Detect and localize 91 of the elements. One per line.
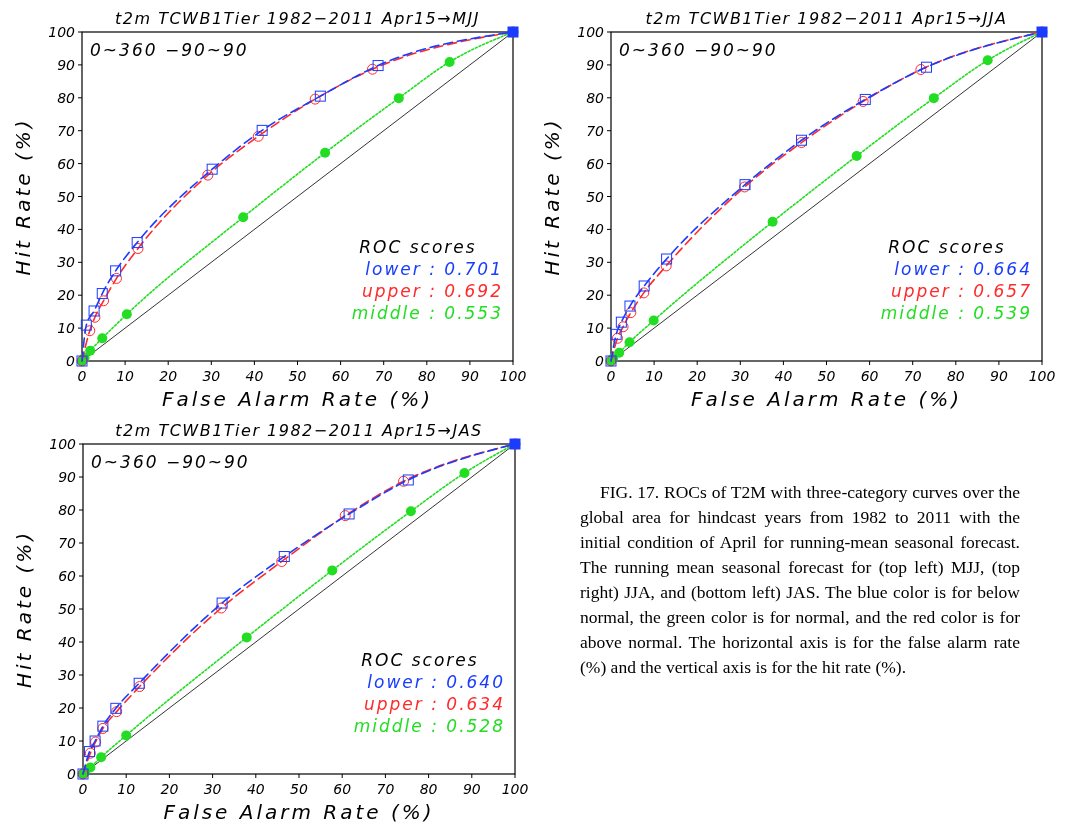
y-tick-label: 40 [586,221,605,238]
y-tick-label: 40 [57,221,76,238]
annotation: 0~360 −90~90 [90,40,249,60]
y-tick-label: 30 [58,667,77,683]
x-tick-label: 60 [331,368,350,384]
x-tick-label: 20 [159,368,178,384]
text: middle : 0.553 [351,303,503,323]
text: upper : 0.634 [363,694,505,714]
y-tick-label: 40 [58,634,77,650]
x-axis-title: False Alarm Rate (%) [163,800,435,824]
x-tick-label: 70 [903,368,922,384]
y-tick-label: 70 [586,122,605,139]
y-tick-label: 10 [57,320,76,337]
y-tick-label: 90 [58,469,77,485]
y-tick-label: 50 [58,601,77,617]
x-tick-label: 0 [606,368,616,384]
y-tick-label: 80 [57,89,76,106]
chart-title: t2m TCWB1Tier 1982−2011 Apr15→JJA [645,9,1008,28]
x-tick-label: 0 [77,368,87,384]
legend-title: ROC scores [359,237,477,257]
text: middle : 0.539 [880,303,1032,323]
y-tick-label: 10 [586,320,605,337]
y-tick-label: 20 [57,287,76,304]
x-tick-label: 20 [688,368,707,384]
x-tick-label: 50 [288,368,307,384]
y-tick-label: 0 [67,766,77,782]
y-tick-label: 0 [66,353,76,369]
y-tick-label: 30 [586,254,605,271]
y-axis-title: Hit Rate (%) [540,117,564,276]
y-tick-label: 30 [57,254,76,271]
x-tick-label: 10 [645,368,664,384]
x-axis-title: False Alarm Rate (%) [690,387,963,411]
x-tick-label: 10 [117,781,136,797]
legend-title: ROC scores [888,237,1006,257]
x-tick-label: 20 [160,781,179,797]
text: lower : 0.640 [367,672,505,692]
x-tick-label: 10 [116,368,135,384]
x-tick-label: 60 [333,781,352,797]
annotation: 0~360 −90~90 [91,452,250,472]
y-tick-label: 20 [586,287,605,304]
x-tick-label: 100 [1028,368,1056,384]
y-tick-label: 100 [48,24,76,40]
y-axis-title: Hit Rate (%) [12,529,36,689]
text: lower : 0.701 [365,259,503,279]
y-tick-label: 100 [577,24,605,40]
text: upper : 0.692 [361,281,503,301]
y-tick-label: 70 [58,535,77,551]
x-tick-label: 70 [376,781,395,797]
x-tick-label: 30 [202,368,221,384]
x-tick-label: 90 [460,368,479,384]
x-tick-label: 80 [417,368,436,384]
x-tick-label: 0 [78,781,88,797]
x-tick-label: 80 [419,781,438,797]
x-tick-label: 100 [501,781,529,797]
x-tick-label: 100 [499,368,527,384]
x-tick-label: 30 [731,368,750,384]
text: lower : 0.664 [894,259,1032,279]
y-tick-label: 100 [49,436,77,452]
x-tick-label: 90 [989,368,1008,384]
y-tick-label: 50 [57,188,76,205]
caption: FIG. 17. ROCs of T2M with three-category curves over the global area for hindcast years from 1982 to 2011 with the initial condition of April for running-mean seasonal forecast. The running mean seasonal forecast for (top left) MJJ, (top right) JJA, and (bottom left) JAS. The blue color is for below normal, the green color is for normal, and the red color is for above normal. The horizontal axis is for the false alarm rate (%) and the vertical axis is for the hit rate (%). [580,481,1020,679]
x-tick-label: 30 [203,781,222,797]
y-tick-label: 10 [58,733,77,749]
y-tick-label: 60 [586,155,605,172]
annotation: 0~360 −90~90 [619,40,778,60]
x-tick-label: 50 [290,781,308,797]
y-tick-label: 70 [57,122,76,139]
x-axis-title: False Alarm Rate (%) [161,387,434,411]
legend-title: ROC scores [361,650,479,670]
y-tick-label: 60 [57,155,76,172]
x-tick-label: 40 [246,781,265,797]
y-tick-label: 20 [58,700,77,716]
y-tick-label: 0 [595,353,605,369]
x-tick-label: 70 [374,368,393,384]
x-tick-label: 60 [860,368,879,384]
y-tick-label: 80 [586,89,605,106]
x-tick-label: 80 [946,368,965,384]
y-tick-label: 90 [586,56,605,73]
text: upper : 0.657 [890,281,1032,301]
y-tick-label: 80 [58,502,77,518]
x-tick-label: 90 [462,781,481,797]
y-tick-label: 90 [57,56,76,73]
y-axis-title: Hit Rate (%) [11,117,35,276]
y-tick-label: 50 [586,188,605,205]
x-tick-label: 40 [245,368,264,384]
x-tick-label: 40 [774,368,793,384]
chart-title: t2m TCWB1Tier 1982−2011 Apr15→MJJ [115,9,480,28]
y-tick-label: 60 [58,568,77,584]
text: middle : 0.528 [353,716,505,736]
x-tick-label: 50 [817,368,836,384]
chart-title: t2m TCWB1Tier 1982−2011 Apr15→JAS [115,421,483,440]
